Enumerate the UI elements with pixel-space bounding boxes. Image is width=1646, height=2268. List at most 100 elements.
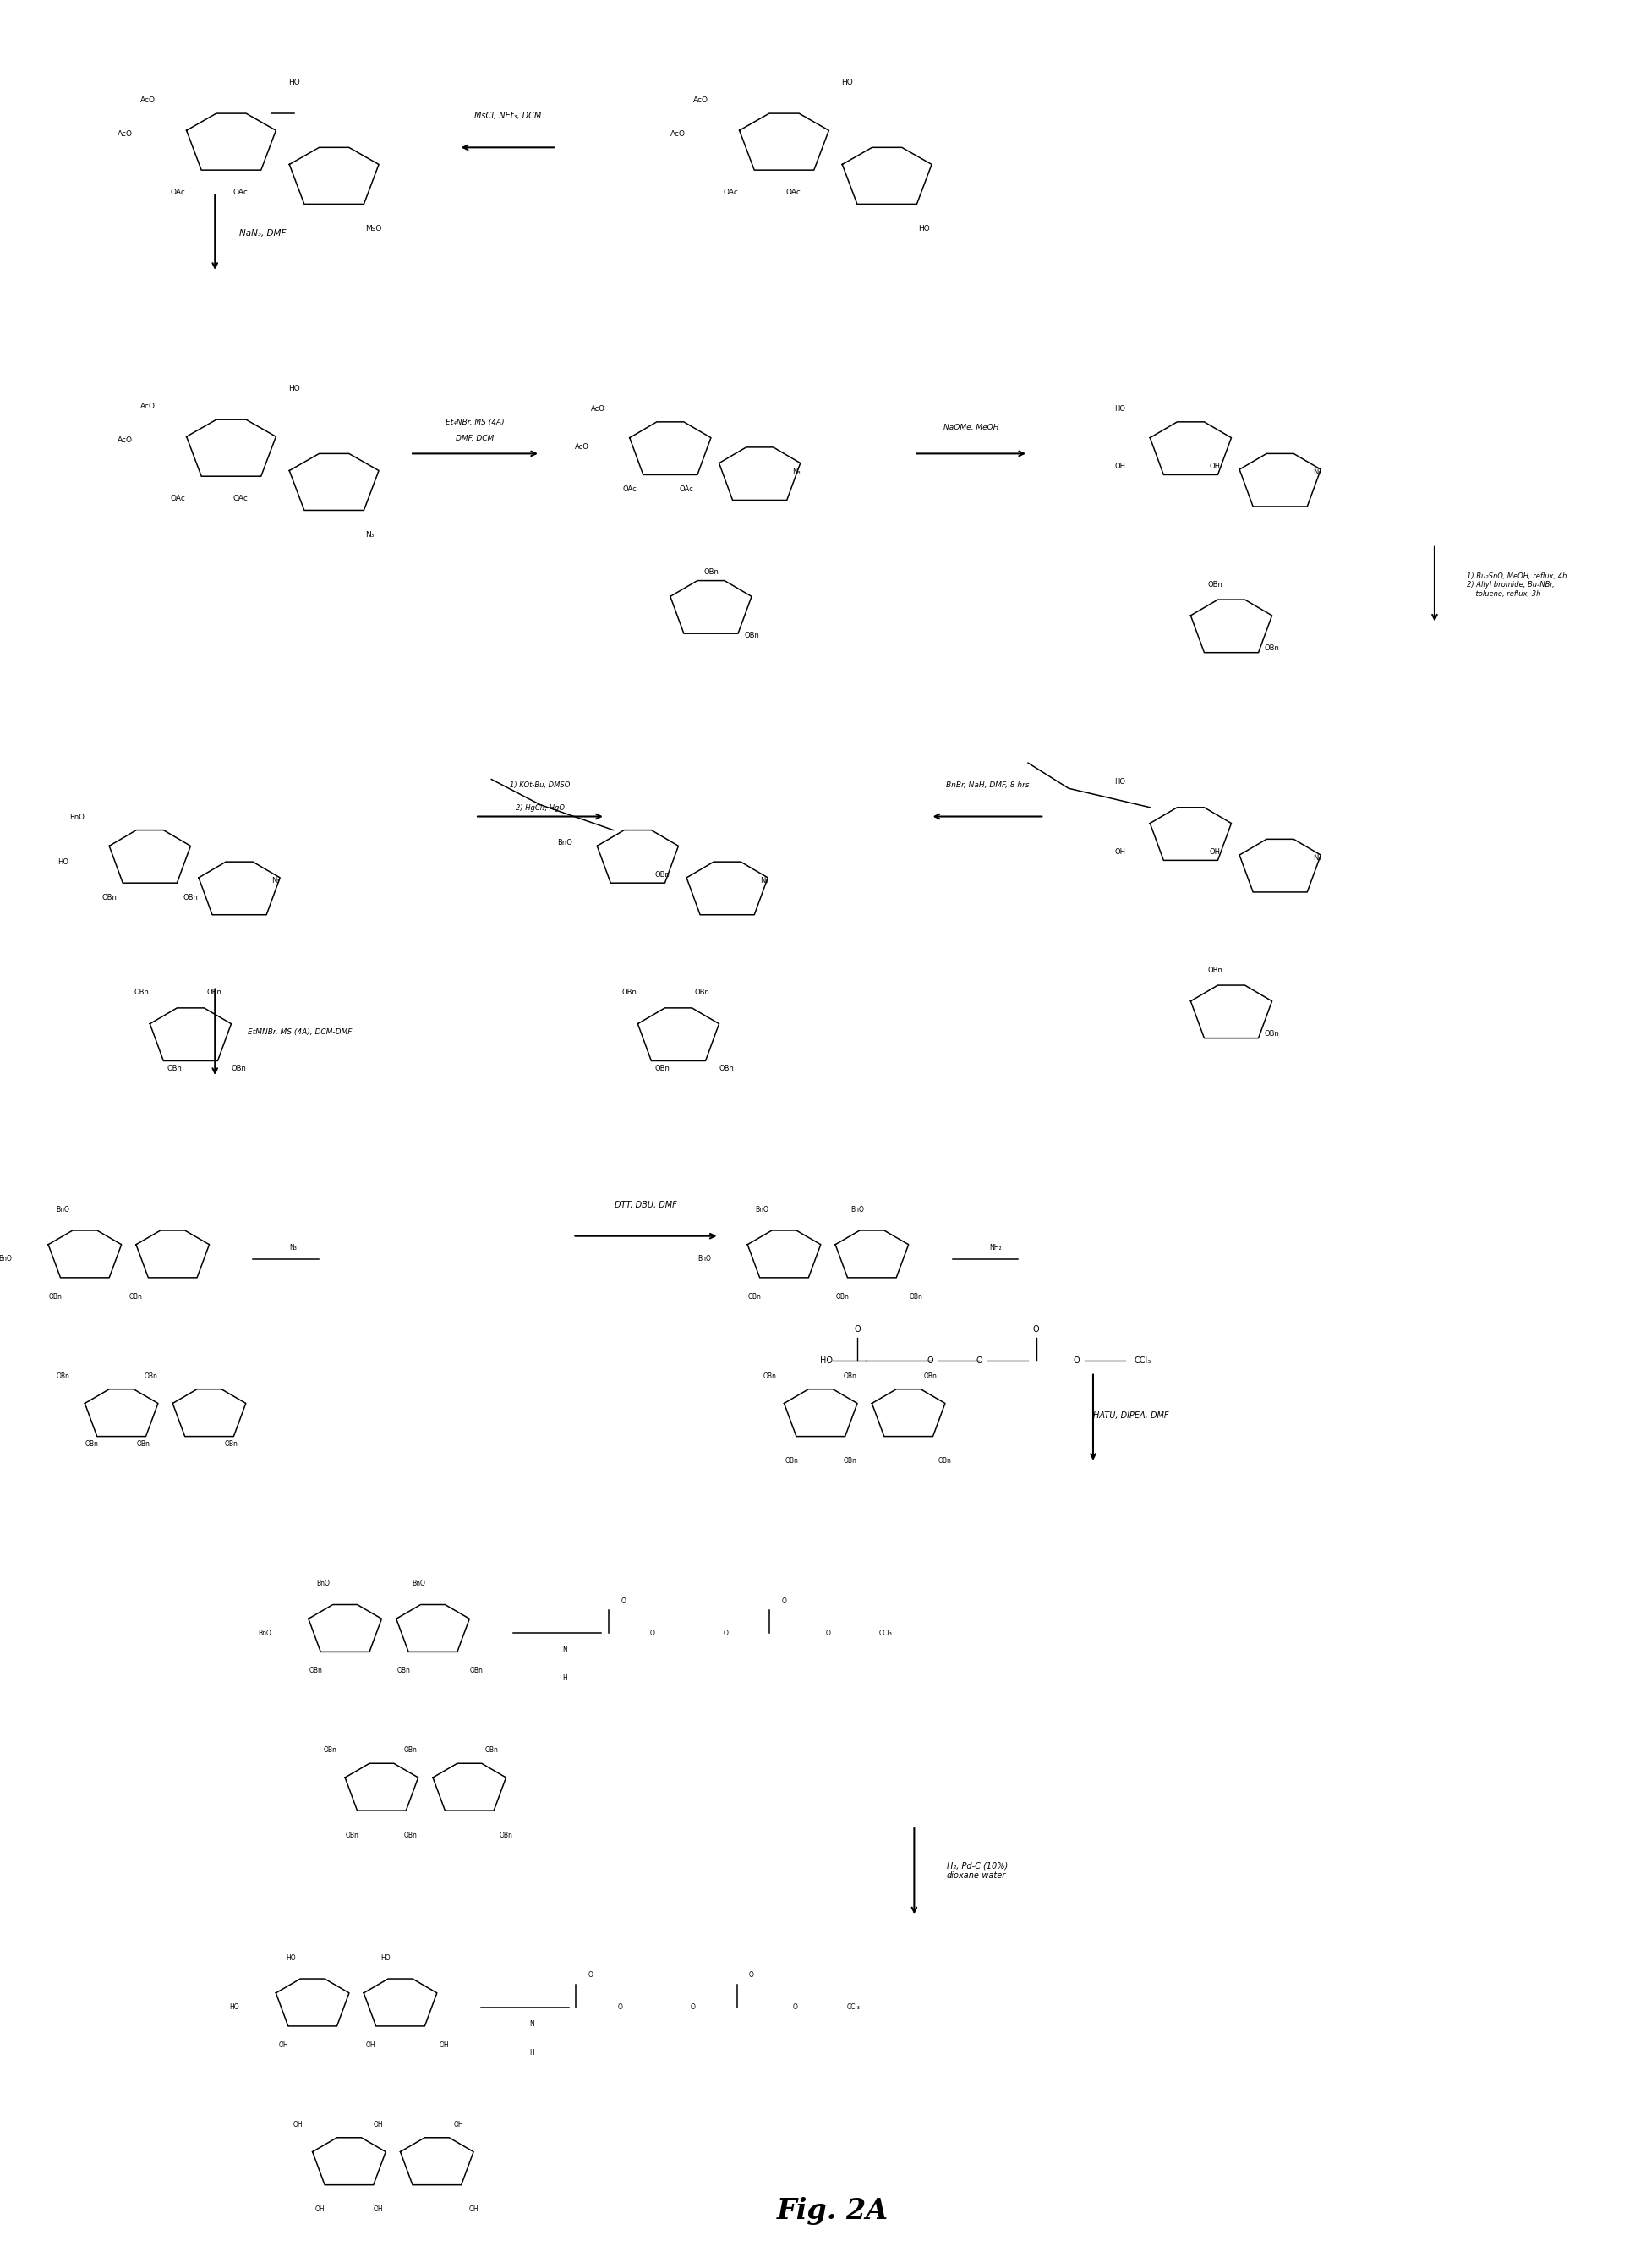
- Text: O: O: [617, 2003, 622, 2012]
- Text: OBn: OBn: [762, 1372, 777, 1379]
- Text: MsO: MsO: [365, 225, 382, 234]
- Text: OBn: OBn: [135, 989, 150, 996]
- Text: OBn: OBn: [397, 1667, 410, 1674]
- Text: OAc: OAc: [232, 494, 247, 501]
- Text: OBn: OBn: [49, 1293, 63, 1300]
- Text: OBn: OBn: [1208, 966, 1223, 973]
- Text: CCl₃: CCl₃: [879, 1628, 892, 1637]
- Text: OBn: OBn: [843, 1372, 856, 1379]
- Text: O: O: [1034, 1325, 1039, 1334]
- Text: OBn: OBn: [230, 1066, 247, 1073]
- Text: NH₂: NH₂: [989, 1243, 1001, 1252]
- Text: OH: OH: [293, 2121, 303, 2127]
- Text: OH: OH: [454, 2121, 464, 2127]
- Text: OBn: OBn: [207, 989, 222, 996]
- Text: OBn: OBn: [499, 1833, 514, 1839]
- Text: HO: HO: [841, 79, 853, 86]
- Text: OBn: OBn: [405, 1833, 418, 1839]
- Text: O: O: [650, 1628, 655, 1637]
- Text: BnBr, NaH, DMF, 8 hrs: BnBr, NaH, DMF, 8 hrs: [946, 782, 1029, 789]
- Text: OH: OH: [374, 2204, 384, 2214]
- Text: OBn: OBn: [923, 1372, 937, 1379]
- Text: OBn: OBn: [622, 989, 637, 996]
- Text: N₃: N₃: [365, 531, 374, 540]
- Text: O: O: [826, 1628, 831, 1637]
- Text: N: N: [563, 1647, 566, 1653]
- Text: OH: OH: [1210, 848, 1221, 855]
- Text: OH: OH: [1210, 463, 1221, 469]
- Text: OH: OH: [314, 2204, 324, 2214]
- Text: 2) HgCl₂, HgO: 2) HgCl₂, HgO: [515, 805, 565, 812]
- Text: OBn: OBn: [744, 631, 759, 640]
- Text: AcO: AcO: [117, 129, 133, 138]
- Text: HO: HO: [58, 857, 69, 866]
- Text: OBn: OBn: [324, 1746, 337, 1753]
- Text: OBn: OBn: [137, 1440, 150, 1447]
- Text: O: O: [1073, 1356, 1080, 1365]
- Text: OBn: OBn: [309, 1667, 323, 1674]
- Text: OAc: OAc: [723, 188, 737, 195]
- Text: OBn: OBn: [695, 989, 709, 996]
- Text: HO: HO: [918, 225, 930, 234]
- Text: OH: OH: [365, 2041, 375, 2048]
- Text: OAc: OAc: [170, 188, 184, 195]
- Text: O: O: [793, 2003, 798, 2012]
- Text: OBn: OBn: [655, 871, 670, 878]
- Text: BnO: BnO: [698, 1254, 711, 1263]
- Text: OH: OH: [278, 2041, 288, 2048]
- Text: OBn: OBn: [346, 1833, 359, 1839]
- Text: OBn: OBn: [1264, 1030, 1279, 1036]
- Text: OBn: OBn: [166, 1066, 181, 1073]
- Text: HATU, DIPEA, DMF: HATU, DIPEA, DMF: [1093, 1411, 1169, 1420]
- Text: OAc: OAc: [232, 188, 247, 195]
- Text: HO: HO: [229, 2003, 239, 2012]
- Text: OBn: OBn: [405, 1746, 418, 1753]
- Text: EtMNBr, MS (4A), DCM-DMF: EtMNBr, MS (4A), DCM-DMF: [247, 1027, 352, 1036]
- Text: Fig. 2A: Fig. 2A: [777, 2198, 889, 2225]
- Text: N₃: N₃: [760, 878, 767, 885]
- Text: N₃: N₃: [792, 469, 800, 476]
- Text: AcO: AcO: [693, 95, 708, 104]
- Text: OH: OH: [469, 2204, 479, 2214]
- Text: DTT, DBU, DMF: DTT, DBU, DMF: [614, 1200, 677, 1209]
- Text: N₃: N₃: [290, 1243, 298, 1252]
- Text: N₃: N₃: [1312, 469, 1320, 476]
- Text: OBn: OBn: [86, 1440, 99, 1447]
- Text: CCl₃: CCl₃: [846, 2003, 861, 2012]
- Text: O: O: [691, 2003, 696, 2012]
- Text: BnO: BnO: [69, 814, 86, 821]
- Text: NaOMe, MeOH: NaOMe, MeOH: [943, 424, 999, 431]
- Text: BnO: BnO: [258, 1628, 272, 1637]
- Text: BnO: BnO: [56, 1207, 69, 1213]
- Text: HO: HO: [1114, 778, 1126, 785]
- Text: OBn: OBn: [56, 1372, 69, 1379]
- Text: O: O: [588, 1971, 593, 1978]
- Text: BnO: BnO: [558, 839, 573, 846]
- Text: HO: HO: [380, 1955, 390, 1962]
- Text: OBn: OBn: [843, 1458, 856, 1465]
- Text: OBn: OBn: [102, 894, 117, 900]
- Text: O: O: [749, 1971, 754, 1978]
- Text: N₃: N₃: [272, 878, 280, 885]
- Text: BnO: BnO: [756, 1207, 769, 1213]
- Text: CCl₃: CCl₃: [1134, 1356, 1151, 1365]
- Text: H: H: [530, 2048, 535, 2057]
- Text: HO: HO: [286, 1955, 296, 1962]
- Text: O: O: [782, 1597, 787, 1606]
- Text: O: O: [976, 1356, 983, 1365]
- Text: O: O: [723, 1628, 728, 1637]
- Text: OBn: OBn: [143, 1372, 158, 1379]
- Text: OAc: OAc: [622, 485, 637, 492]
- Text: OAc: OAc: [680, 485, 693, 492]
- Text: AcO: AcO: [591, 406, 606, 413]
- Text: OBn: OBn: [749, 1293, 762, 1300]
- Text: OAc: OAc: [785, 188, 800, 195]
- Text: O: O: [927, 1356, 933, 1365]
- Text: OBn: OBn: [484, 1746, 499, 1753]
- Text: H: H: [563, 1674, 566, 1683]
- Text: O: O: [621, 1597, 625, 1606]
- Text: OBn: OBn: [719, 1066, 734, 1073]
- Text: OBn: OBn: [703, 567, 719, 576]
- Text: N: N: [530, 2021, 535, 2028]
- Text: HO: HO: [820, 1356, 833, 1365]
